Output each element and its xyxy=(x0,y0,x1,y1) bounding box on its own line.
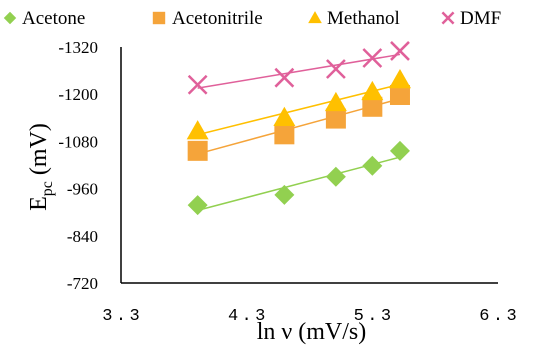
triangle-marker xyxy=(324,91,347,112)
y-axis-title-rest: (mV) xyxy=(26,123,52,181)
x-marker-stroke xyxy=(441,11,455,25)
square-marker xyxy=(325,108,346,129)
square-marker xyxy=(389,84,410,105)
legend-label: Acetone xyxy=(22,8,85,29)
x-axis-ticks: 3 . 3 4 . 3 5 . 3 6 . 3 xyxy=(102,307,516,326)
legend-item: Methanol xyxy=(308,8,400,29)
y-axis-title-main: E xyxy=(26,196,52,211)
legend-label: Acetonitrile xyxy=(172,8,263,29)
x-tick-label: 5 . 3 xyxy=(354,307,391,326)
x-marker-stroke xyxy=(390,41,410,61)
legend-item: Acetonitrile xyxy=(152,8,263,29)
y-tick-label: -1080 xyxy=(58,132,98,151)
x-marker-stroke xyxy=(326,59,346,79)
x-tick-label: 4 . 3 xyxy=(228,307,265,326)
diamond-marker xyxy=(3,11,17,25)
legend: Acetone Acetonitrile Methanol DMF xyxy=(3,8,501,29)
y-tick-label: -1320 xyxy=(58,38,98,57)
legend-label: DMF xyxy=(460,8,501,29)
triangle-marker xyxy=(388,69,411,89)
y-tick-label: -960 xyxy=(67,180,98,199)
x-marker-stroke xyxy=(187,74,208,95)
x-tick-label: 6 . 3 xyxy=(479,307,516,326)
x-marker xyxy=(441,11,455,25)
y-tick-label: -840 xyxy=(67,227,98,246)
y-tick-label: -1200 xyxy=(58,85,98,104)
x-marker xyxy=(390,41,410,61)
diamond-marker xyxy=(389,140,410,161)
x-marker xyxy=(326,59,346,79)
diamond-marker xyxy=(187,195,208,216)
square-marker xyxy=(152,11,166,25)
square-marker xyxy=(362,96,383,117)
plot-area xyxy=(120,41,498,284)
x-axis-title: ln ν (mV/s) xyxy=(257,319,367,345)
triangle-marker xyxy=(308,11,322,24)
y-axis-ticks: -720 -840 -960 -1080 -1200 -1320 xyxy=(58,38,98,293)
diamond-marker xyxy=(325,166,346,187)
trendline xyxy=(197,53,401,89)
triangle-marker xyxy=(273,106,296,127)
triangle-marker xyxy=(361,80,384,101)
x-marker-stroke xyxy=(274,67,295,88)
x-marker xyxy=(362,48,383,68)
x-marker-stroke xyxy=(362,48,383,68)
x-marker xyxy=(187,74,208,95)
y-tick-label: -720 xyxy=(67,274,98,293)
square-marker xyxy=(187,140,208,161)
x-marker xyxy=(274,67,295,88)
triangle-marker xyxy=(186,120,209,140)
square-marker xyxy=(274,124,295,145)
legend-item: Acetone xyxy=(3,8,85,29)
x-tick-label: 3 . 3 xyxy=(102,307,139,326)
diamond-marker xyxy=(362,155,383,176)
y-axis-title: Epc (mV) xyxy=(26,123,56,211)
data-markers xyxy=(186,41,411,216)
diamond-marker xyxy=(274,184,295,205)
y-axis-title-sub: pc xyxy=(39,181,56,196)
trendlines xyxy=(197,53,401,212)
legend-item: DMF xyxy=(441,8,501,29)
legend-label: Methanol xyxy=(327,8,400,29)
